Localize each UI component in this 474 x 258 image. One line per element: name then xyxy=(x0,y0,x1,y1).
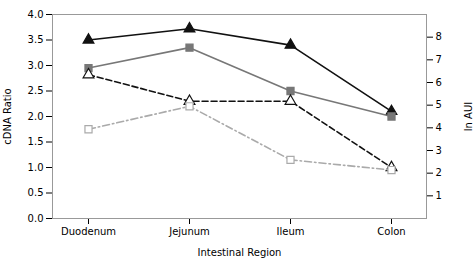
svg-text:cDNA Ratio: cDNA Ratio xyxy=(2,88,13,144)
svg-text:0.0: 0.0 xyxy=(28,213,44,224)
svg-text:1: 1 xyxy=(436,190,442,201)
svg-text:1.5: 1.5 xyxy=(28,136,44,147)
svg-text:7: 7 xyxy=(436,54,442,65)
svg-text:Duodenum: Duodenum xyxy=(61,226,116,237)
svg-text:2.5: 2.5 xyxy=(28,85,44,96)
svg-text:2: 2 xyxy=(436,167,442,178)
svg-text:Jejunum: Jejunum xyxy=(168,226,210,237)
svg-text:4: 4 xyxy=(436,122,442,133)
svg-text:5: 5 xyxy=(436,99,442,110)
svg-text:Ileum: Ileum xyxy=(277,226,305,237)
svg-text:8: 8 xyxy=(436,31,442,42)
svg-text:2.0: 2.0 xyxy=(28,111,44,122)
svg-text:Colon: Colon xyxy=(377,226,405,237)
svg-text:3.0: 3.0 xyxy=(28,60,44,71)
svg-text:6: 6 xyxy=(436,77,442,88)
svg-text:ln AUI: ln AUI xyxy=(463,102,474,131)
svg-text:1.0: 1.0 xyxy=(28,162,44,173)
svg-text:Intestinal Region: Intestinal Region xyxy=(198,247,282,258)
svg-text:3: 3 xyxy=(436,145,442,156)
svg-text:3.5: 3.5 xyxy=(28,34,44,45)
svg-text:0.5: 0.5 xyxy=(28,187,44,198)
svg-text:4.0: 4.0 xyxy=(28,9,44,20)
